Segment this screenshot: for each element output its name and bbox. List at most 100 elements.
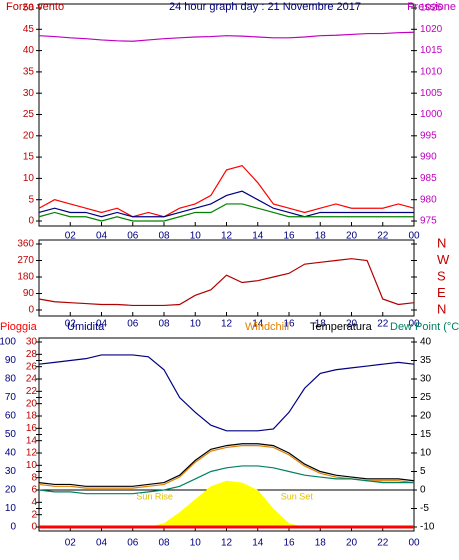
x-tick-label: 06 [127, 231, 139, 242]
y2-tick-label: 40 [420, 337, 432, 348]
line [38, 465, 414, 495]
x-tick-label: 12 [221, 319, 233, 330]
x-tick-label: 04 [96, 319, 108, 330]
y-tick-label: 270 [17, 255, 34, 266]
line [38, 190, 414, 218]
x-tick-label: 10 [190, 538, 202, 549]
x-tick-label: 20 [346, 319, 358, 330]
legend-entry: Temperatura [310, 321, 373, 333]
x-tick-label: 18 [315, 538, 327, 549]
x-tick-label: 06 [127, 319, 139, 330]
x-tick-label: 02 [65, 538, 77, 549]
legend-entry: Dew Point (°C [390, 321, 459, 333]
y3-tick-label: 4 [31, 497, 37, 508]
y-tick-label: 90 [23, 288, 35, 299]
x-tick-label: 00 [408, 231, 420, 242]
y-tick-label: 10 [5, 503, 17, 514]
y2-tick-label: 1010 [420, 67, 443, 78]
y2-tick-label: 1005 [420, 88, 443, 99]
annotation: Sun Rise [136, 491, 173, 501]
y3-tick-label: 2 [31, 509, 37, 520]
y3-tick-label: 10 [26, 460, 38, 471]
y2-tick-label: 30 [420, 374, 432, 385]
y2-tick-label: 985 [420, 173, 437, 184]
y-tick-label: 70 [5, 392, 17, 403]
y3-tick-label: 6 [31, 485, 37, 496]
y2-axis-title: Pressione [407, 1, 456, 13]
x-tick-label: 02 [65, 231, 77, 242]
y2-tick-label: 0 [420, 485, 426, 496]
y2-tick-label: 25 [420, 392, 432, 403]
x-tick-label: 16 [283, 538, 295, 549]
y-tick-label: 25 [23, 109, 35, 120]
y2-tick-label: 995 [420, 130, 437, 141]
y2-tick-label: 990 [420, 152, 437, 163]
line [38, 203, 414, 222]
x-tick-label: 10 [190, 319, 202, 330]
x-tick-label: 00 [408, 319, 420, 330]
y-tick-label: 40 [5, 448, 17, 459]
y2-tick-label: 20 [420, 411, 432, 422]
y-tick-label: 180 [17, 272, 34, 283]
y3-tick-label: 16 [26, 423, 38, 434]
x-tick-label: 00 [408, 538, 420, 549]
x-tick-label: 20 [346, 538, 358, 549]
x-tick-label: 22 [377, 538, 389, 549]
y3-tick-label: 28 [26, 349, 38, 360]
legend-entry: Pioggia [0, 321, 38, 333]
y2-tick-label: -10 [420, 522, 435, 533]
x-tick-label: 12 [221, 231, 233, 242]
x-tick-label: 16 [283, 319, 295, 330]
line [38, 354, 415, 432]
y-tick-label: 50 [5, 429, 17, 440]
y3-tick-label: 8 [31, 472, 37, 483]
y-tick-label: 10 [23, 173, 35, 184]
x-tick-label: 08 [158, 319, 170, 330]
x-tick-label: 12 [221, 538, 233, 549]
y-tick-label: 35 [23, 67, 35, 78]
y2-tick-label: 1000 [420, 109, 443, 120]
line [38, 258, 415, 307]
legend-entry: Windchill [245, 321, 289, 333]
y-tick-label: 0 [10, 522, 16, 533]
y2-tick-label: 975 [420, 216, 437, 227]
y-tick-label: 20 [23, 130, 35, 141]
y3-tick-label: 0 [31, 522, 37, 533]
y2-tick-label: 980 [420, 194, 437, 205]
y2-tick-label: 5 [420, 466, 426, 477]
x-tick-label: 04 [96, 538, 108, 549]
y-tick-label: 90 [5, 355, 17, 366]
x-tick-label: 22 [377, 231, 389, 242]
x-tick-label: 06 [127, 538, 139, 549]
y2-tick-label: E [437, 285, 446, 300]
x-tick-label: 14 [252, 538, 264, 549]
y2-tick-label: 35 [420, 355, 432, 366]
y3-tick-label: 14 [26, 435, 38, 446]
x-tick-label: 18 [315, 231, 327, 242]
y3-tick-label: 18 [26, 411, 38, 422]
x-tick-label: 14 [252, 319, 264, 330]
y3-tick-label: 22 [26, 386, 38, 397]
y-tick-label: 0 [28, 216, 34, 227]
x-tick-label: 08 [158, 538, 170, 549]
line [38, 31, 415, 42]
chart-title: 24 hour graph day : 21 Novembre 2017 [169, 1, 361, 13]
y2-tick-label: N [437, 301, 446, 316]
y2-tick-label: 10 [420, 448, 432, 459]
line [38, 164, 415, 218]
y2-tick-label: N [437, 235, 446, 250]
y-tick-label: 30 [5, 466, 17, 477]
y-tick-label: 60 [5, 411, 17, 422]
y-tick-label: 0 [28, 305, 34, 316]
legend-entry: Umidita [67, 321, 105, 333]
x-tick-label: 20 [346, 231, 358, 242]
y-tick-label: 40 [23, 45, 35, 56]
y-tick-label: 45 [23, 24, 35, 35]
annotation: Sun Set [281, 491, 314, 501]
y-tick-label: 5 [28, 194, 34, 205]
y-tick-label: 50 [23, 3, 35, 14]
x-tick-label: 18 [315, 319, 327, 330]
y2-tick-label: S [437, 268, 446, 283]
x-tick-label: 16 [283, 231, 295, 242]
